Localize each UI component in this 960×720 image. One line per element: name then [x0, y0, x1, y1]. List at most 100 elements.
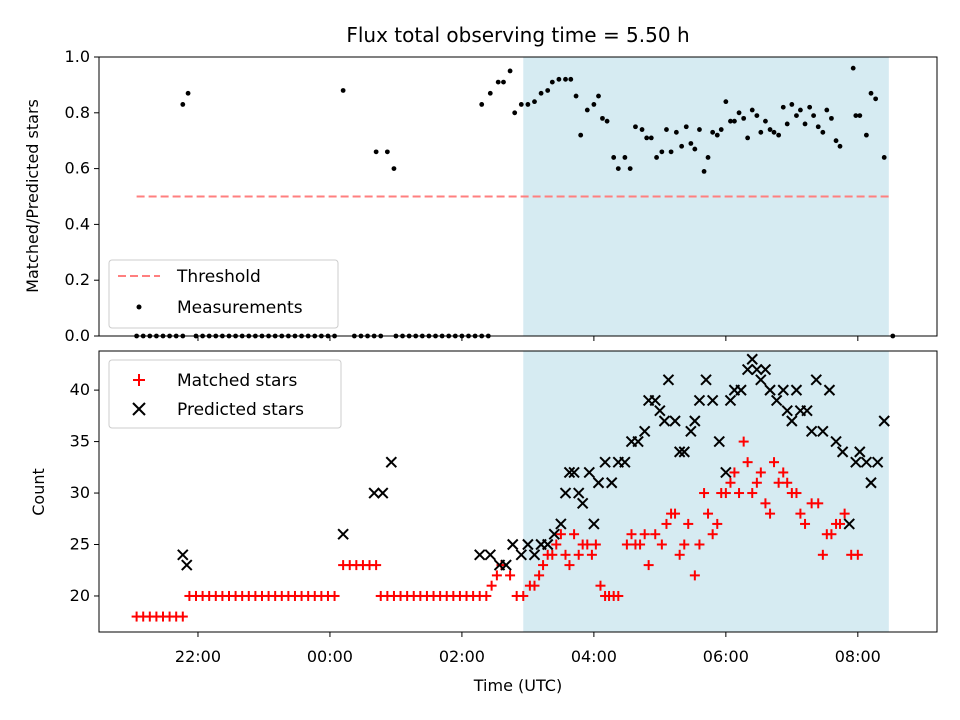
measurement-point	[654, 155, 659, 160]
matched-star-point	[626, 529, 637, 540]
predicted-star-point	[755, 374, 767, 386]
predicted-star-point	[515, 549, 528, 561]
predicted-star-point	[555, 518, 567, 530]
predicted-star-point	[735, 384, 747, 396]
predicted-star-point	[759, 363, 772, 376]
predicted-star-point	[669, 415, 681, 427]
measurement-point	[868, 90, 874, 96]
measurement-point	[507, 68, 513, 74]
y-tick-label: 40	[70, 380, 90, 399]
y-tick-label: 25	[70, 535, 90, 554]
top-panel: 0.0 0.2 0.4 0.6 0.8 1.0 Matched/Predicted sta…	[23, 47, 938, 345]
predicted-star-point	[865, 477, 877, 489]
y-tick-label: 0.6	[65, 159, 90, 178]
predicted-star-point	[662, 374, 675, 386]
matched-star-point	[738, 436, 749, 447]
predicted-star-point	[706, 394, 719, 407]
matched-star-point	[551, 539, 562, 550]
measurement-point	[873, 96, 879, 102]
predicted-star-point	[673, 446, 686, 458]
threshold-legend-label: Threshold	[176, 267, 261, 287]
measurement-point	[659, 149, 665, 155]
predicted-star-point	[548, 528, 560, 540]
predicted-star-point	[850, 456, 862, 468]
y-tick-label: 35	[70, 432, 90, 451]
measurements-legend-label: Measurements	[177, 298, 303, 318]
matched-star-point	[650, 529, 661, 540]
matched-star-point	[712, 518, 723, 529]
measurement-point	[837, 143, 843, 149]
predicted-star-point	[599, 456, 611, 468]
measurement-point	[591, 102, 597, 107]
matched-star-point	[590, 539, 601, 550]
matched-star-point	[734, 488, 745, 499]
matched-star-point	[329, 590, 340, 601]
measurement-point	[518, 102, 524, 107]
y-tick-label: 20	[70, 586, 90, 605]
measurement-point	[644, 135, 650, 141]
matched-star-point	[582, 539, 593, 550]
predicted-star-point	[801, 404, 813, 417]
predicted-legend-label: Predicted stars	[177, 400, 304, 420]
matched-star-point	[689, 570, 700, 581]
predicted-star-point	[746, 353, 758, 365]
x-tick-label: 02:00	[439, 647, 485, 666]
matched-legend-swatch	[133, 374, 145, 386]
measurement-point	[736, 110, 742, 116]
matched-star-point	[800, 518, 811, 529]
measurement-point	[185, 90, 191, 96]
measurements-points	[134, 65, 896, 339]
predicted-star-point	[700, 374, 712, 386]
measurement-point	[578, 132, 584, 138]
matched-star-point	[769, 457, 780, 468]
top-y-ticks: 0.0 0.2 0.4 0.6 0.8 1.0	[65, 47, 99, 345]
bottom-legend: Matched stars Predicted stars	[108, 359, 342, 429]
measurement-point	[495, 79, 501, 85]
predicted-star-point	[720, 466, 732, 479]
matched-star-point	[765, 508, 776, 519]
matched-star-point	[720, 488, 731, 499]
y-tick-label: 0.4	[65, 214, 90, 233]
top-x-ticks	[197, 336, 859, 341]
measurement-point	[789, 102, 795, 107]
measurement-point	[501, 79, 506, 85]
predicted-legend-swatch	[132, 402, 146, 416]
predicted-star-point	[638, 425, 651, 437]
predicted-star-point	[685, 425, 697, 437]
measurement-point	[615, 166, 621, 172]
predicted-star-point	[605, 477, 618, 489]
measurement-point	[568, 76, 574, 82]
predicted-star-point	[654, 404, 666, 417]
measurements-legend-swatch	[136, 304, 142, 310]
measurement-point	[487, 90, 493, 96]
measurement-point	[807, 104, 813, 110]
measurement-point	[718, 127, 724, 132]
matched-star-point	[835, 518, 846, 529]
top-y-axis-label: Matched/Predicted stars	[23, 99, 42, 293]
predicted-star-point	[568, 466, 580, 479]
predicted-star-point	[572, 487, 585, 499]
predicted-star-point	[724, 394, 737, 407]
matched-star-point	[699, 488, 710, 499]
measurement-point	[728, 118, 733, 124]
top-axes-frame	[98, 56, 938, 337]
x-tick-label: 22:00	[175, 647, 221, 666]
matched-star-point	[547, 549, 558, 560]
matched-star-point	[725, 477, 736, 488]
x-axis-label: Time (UTC)	[473, 676, 562, 695]
measurement-point	[622, 155, 628, 160]
predicted-star-point	[781, 404, 793, 417]
predicted-star-point	[786, 415, 798, 427]
measurement-point	[815, 124, 821, 130]
matched-star-point	[371, 560, 382, 571]
matched-star-point	[813, 498, 824, 509]
predicted-star-point	[337, 528, 349, 540]
measurement-point	[741, 115, 747, 121]
measurement-point	[556, 76, 562, 82]
measurement-point	[745, 135, 751, 141]
matched-star-point	[534, 570, 545, 581]
matched-star-point	[639, 529, 650, 540]
measurement-point	[824, 107, 830, 113]
matched-legend-label: Matched stars	[177, 371, 297, 391]
